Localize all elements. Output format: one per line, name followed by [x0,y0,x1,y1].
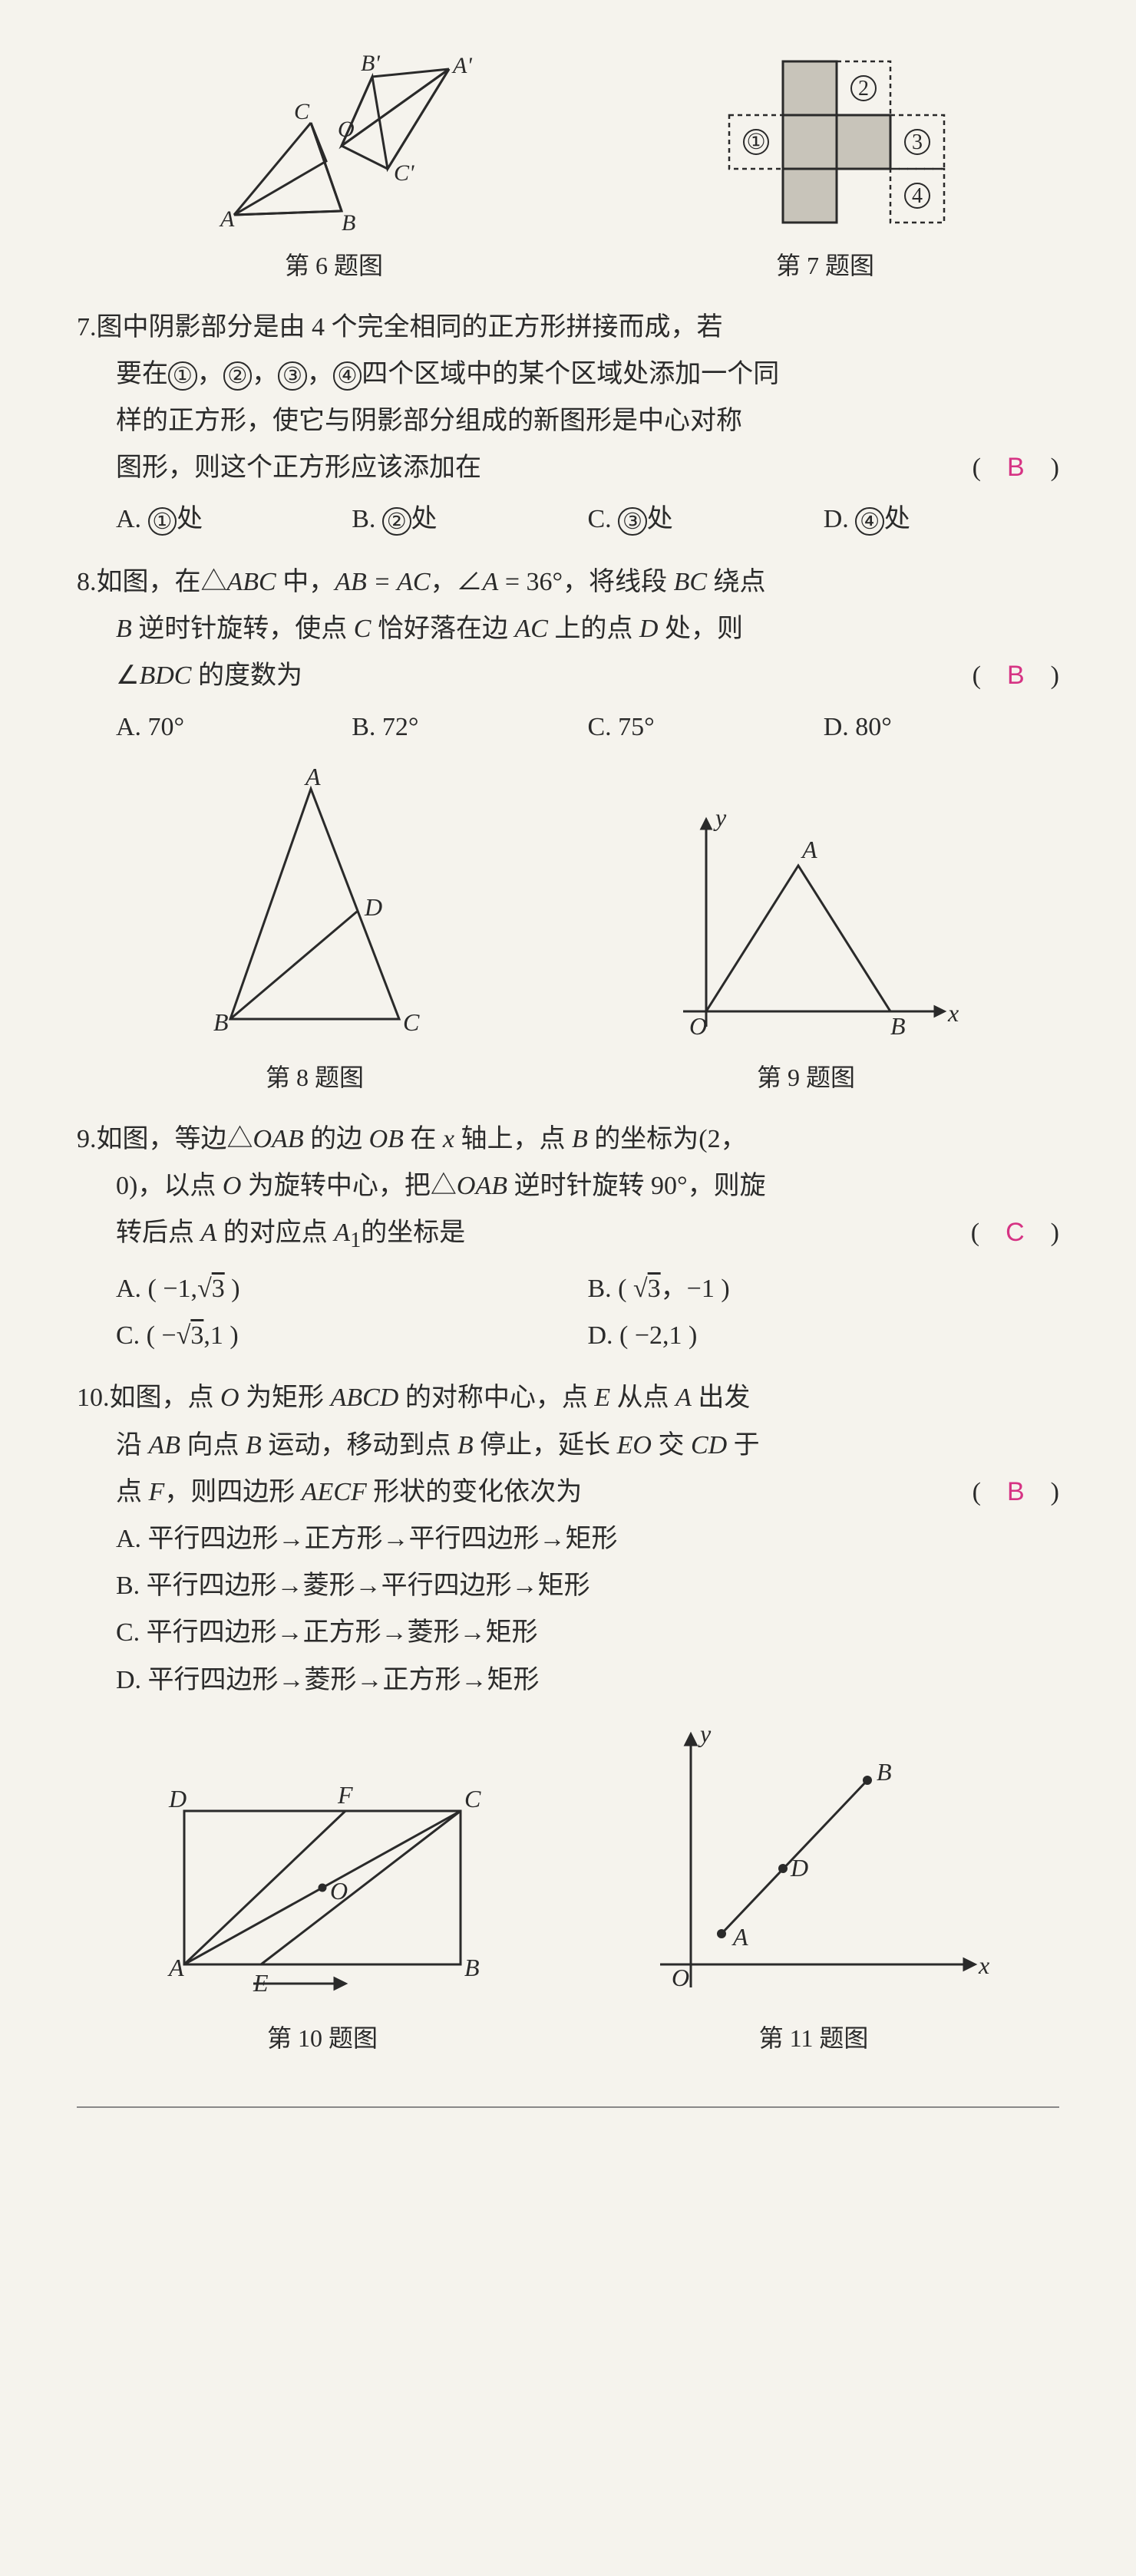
q7-answer: B [1007,453,1025,482]
svg-text:B: B [342,210,355,236]
q8-answer-slot: ( B ) [973,652,1059,699]
svg-text:x: x [978,1951,989,1979]
question-10: 10.如图，点 O 为矩形 ABCD 的对称中心，点 E 从点 A 出发 沿 A… [77,1374,1059,1703]
svg-text:2: 2 [858,77,869,101]
q9-optB: B. ( √3，−1 ) [588,1265,1060,1312]
svg-text:D: D [790,1854,808,1882]
svg-text:A': A' [451,53,472,78]
svg-text:E: E [253,1969,269,1997]
q7-optB: B. ②处 [352,496,587,543]
q8-line1: 8.如图，在△ABC 中，AB = AC，∠A = 36°，将线段 BC 绕点 [77,559,1059,605]
svg-text:A: A [731,1923,748,1951]
svg-text:C: C [294,99,310,124]
question-9: 9.如图，等边△OAB 的边 OB 在 x 轴上，点 B 的坐标为(2， 0)，… [77,1116,1059,1360]
figure-row-10-11: A B C D E F O 第 10 题图 [77,1719,1059,2061]
q8-line3: ∠BDC 的度数为 ( B ) [77,652,1059,699]
q7-options: A. ①处 B. ②处 C. ③处 D. ④处 [77,496,1059,543]
svg-text:①: ① [746,130,765,154]
svg-text:y: y [713,803,727,831]
figure-11: O A D B x y 第 11 题图 [637,1719,990,2061]
figure-6-caption: 第 6 题图 [188,244,480,289]
q10-optA: A. 平行四边形→正方形→平行四边形→矩形 [77,1516,1059,1562]
q10-optB: B. 平行四边形→菱形→平行四边形→矩形 [77,1562,1059,1609]
q8-line2: B 逆时针旋转，使点 C 恰好落在边 AC 上的点 D 处，则 [77,605,1059,652]
q7-optD: D. ④处 [824,496,1059,543]
q7-line4: 图形，则这个正方形应该添加在 ( B ) [77,444,1059,491]
bottom-divider [77,2106,1059,2108]
figure-7-svg: ① 2 3 4 [702,46,948,238]
svg-text:C: C [464,1785,481,1812]
figure-6-svg: A B C O A' B' C' [188,46,480,238]
q7-optA: A. ①处 [116,496,352,543]
figure-9-svg: O A B x y [652,797,959,1050]
q8-optB: B. 72° [352,704,587,750]
q9-line2: 0)，以点 O 为旋转中心，把△OAB 逆时针旋转 90°，则旋 [77,1163,1059,1209]
svg-text:B: B [464,1954,480,1981]
figure-11-svg: O A D B x y [637,1719,990,2010]
q10-line2: 沿 AB 向点 B 运动，移动到点 B 停止，延长 EO 交 CD 于 [77,1422,1059,1469]
figure-6: A B C O A' B' C' 第 6 题图 [188,46,480,289]
svg-text:C: C [403,1008,420,1036]
q9-optD: D. ( −2,1 ) [588,1312,1060,1359]
q10-line1: 10.如图，点 O 为矩形 ABCD 的对称中心，点 E 从点 A 出发 [77,1374,1059,1421]
svg-text:B: B [213,1008,229,1036]
svg-text:O: O [330,1877,348,1905]
svg-text:A: A [304,766,321,790]
q9-optA: A. ( −1,√3 ) [116,1265,588,1312]
svg-text:B': B' [361,51,380,76]
q9-line3: 转后点 A 的对应点 A1的坐标是 ( C ) [77,1209,1059,1261]
q8-answer: B [1007,661,1025,690]
figure-row-8-9: A B C D 第 8 题图 O A B x y 第 [77,766,1059,1100]
q10-answer-slot: ( B ) [973,1469,1059,1516]
q10-optC: C. 平行四边形→正方形→菱形→矩形 [77,1609,1059,1656]
svg-text:D: D [364,893,382,921]
svg-text:x: x [947,999,959,1027]
figure-7: ① 2 3 4 第 7 题图 [702,46,948,289]
q10-optD: D. 平行四边形→菱形→正方形→矩形 [77,1657,1059,1704]
q9-options: A. ( −1,√3 ) B. ( √3，−1 ) C. ( −√3,1 ) D… [77,1265,1059,1359]
svg-text:F: F [337,1781,353,1809]
figure-7-caption: 第 7 题图 [702,244,948,289]
q9-answer-slot: ( C ) [971,1209,1059,1256]
q10-line3: 点 F，则四边形 AECF 形状的变化依次为 ( B ) [77,1469,1059,1516]
figure-8-caption: 第 8 题图 [177,1056,453,1100]
svg-text:A: A [167,1954,184,1981]
svg-text:D: D [168,1785,187,1812]
figure-8-svg: A B C D [177,766,453,1050]
figure-10-caption: 第 10 题图 [146,2017,499,2061]
svg-text:O: O [672,1964,689,1991]
q8-optA: A. 70° [116,704,352,750]
svg-text:y: y [698,1720,712,1747]
question-7: 7.图中阴影部分是由 4 个完全相同的正方形拼接而成，若 要在①，②，③，④四个… [77,304,1059,543]
figure-11-caption: 第 11 题图 [637,2017,990,2061]
question-8: 8.如图，在△ABC 中，AB = AC，∠A = 36°，将线段 BC 绕点 … [77,559,1059,751]
q7-answer-slot: ( B ) [973,444,1059,491]
q7-optC: C. ③处 [588,496,824,543]
q8-optC: C. 75° [588,704,824,750]
svg-text:3: 3 [912,130,923,154]
svg-text:A: A [801,836,817,863]
svg-text:B: B [877,1758,892,1786]
q7-line2: 要在①，②，③，④四个区域中的某个区域处添加一个同 [77,351,1059,397]
q9-answer: C [1006,1218,1025,1247]
figure-row-6-7: A B C O A' B' C' 第 6 题图 [77,46,1059,289]
q8-options: A. 70° B. 72° C. 75° D. 80° [77,704,1059,750]
svg-text:O: O [689,1012,707,1040]
figure-9-caption: 第 9 题图 [652,1056,959,1100]
svg-text:B: B [890,1012,906,1040]
q10-answer: B [1007,1477,1025,1506]
svg-text:A: A [219,206,235,232]
figure-10-svg: A B C D E F O [146,1765,499,2010]
figure-10: A B C D E F O 第 10 题图 [146,1765,499,2061]
q7-line3: 样的正方形，使它与阴影部分组成的新图形是中心对称 [77,397,1059,444]
svg-text:O: O [338,117,355,142]
q9-optC: C. ( −√3,1 ) [116,1312,588,1359]
figure-8: A B C D 第 8 题图 [177,766,453,1100]
svg-text:C': C' [394,160,414,186]
q7-line1: 7.图中阴影部分是由 4 个完全相同的正方形拼接而成，若 [77,304,1059,351]
q9-line1: 9.如图，等边△OAB 的边 OB 在 x 轴上，点 B 的坐标为(2， [77,1116,1059,1163]
svg-text:4: 4 [912,184,923,208]
q8-optD: D. 80° [824,704,1059,750]
figure-9: O A B x y 第 9 题图 [652,797,959,1100]
